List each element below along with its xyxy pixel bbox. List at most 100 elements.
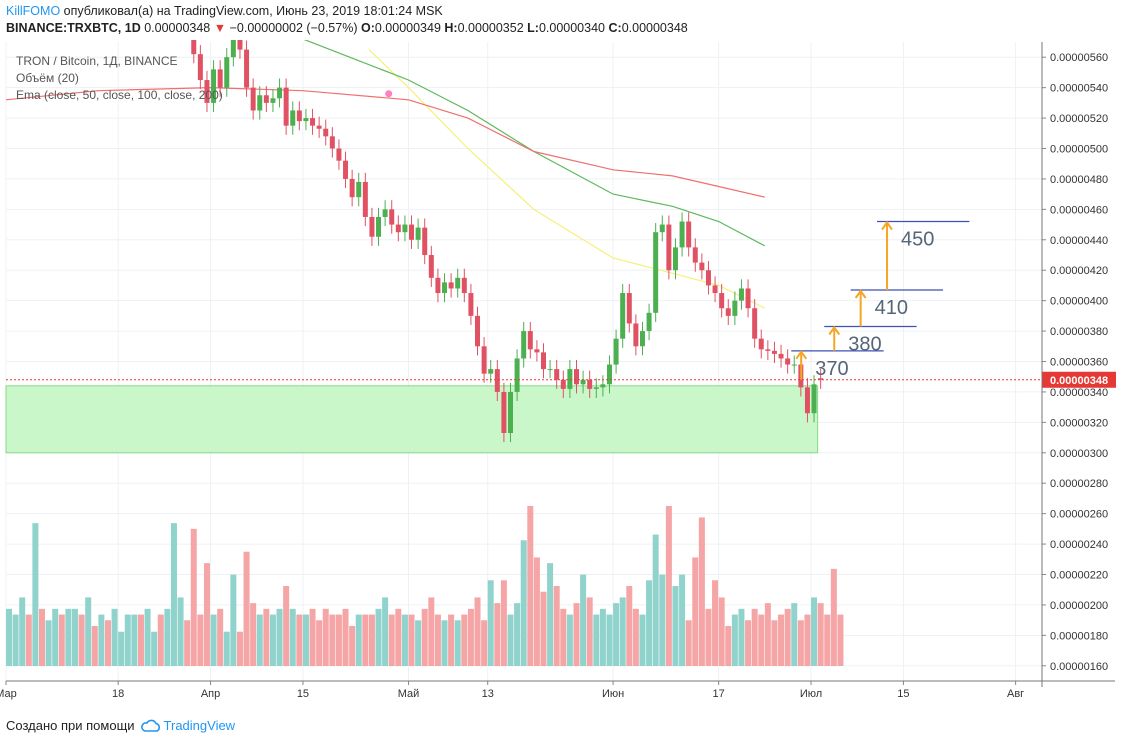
volume-bar (118, 631, 125, 666)
volume-bar (824, 614, 831, 666)
volume-bar (811, 597, 818, 666)
last-price: 0.00000348 (144, 21, 211, 35)
cloud-icon (140, 719, 160, 732)
candle-body (587, 379, 593, 389)
volume-bar (434, 614, 441, 666)
candle-body (501, 391, 507, 434)
volume-bar (151, 631, 158, 666)
volume-bar (791, 603, 798, 666)
volume-bar (58, 614, 65, 666)
volume-bar (421, 608, 428, 666)
author-link[interactable]: KillFOMO (6, 4, 61, 18)
volume-bar (210, 614, 217, 666)
volume-bar (573, 603, 580, 666)
candle-body (270, 98, 276, 103)
candle-body (705, 270, 711, 286)
volume-bar (368, 614, 375, 666)
volume-bar (659, 574, 666, 666)
volume-bar (355, 614, 362, 666)
candle-body (442, 282, 448, 294)
volume-bar (243, 551, 250, 666)
volume-bar (164, 608, 171, 666)
volume-bar (586, 597, 593, 666)
volume-bar (797, 620, 804, 666)
footer: Создано при помощи TradingView (6, 718, 235, 733)
close-value: 0.00000348 (621, 21, 688, 35)
candle-body (336, 148, 342, 161)
candle-body (369, 216, 375, 237)
volume-bar (566, 614, 573, 666)
volume-bar (593, 614, 600, 666)
price-tick-label: 0.00000200 (1050, 600, 1108, 612)
volume-bar (804, 614, 811, 666)
candle-body (323, 128, 329, 137)
volume-bar (388, 614, 395, 666)
volume-bar (606, 614, 613, 666)
candle-body (765, 349, 771, 351)
candle-body (712, 285, 718, 294)
candle-body (785, 358, 791, 365)
candle-body (389, 209, 395, 225)
candle-body (745, 288, 751, 309)
candle-body (554, 369, 560, 380)
price-tick-label: 0.00000280 (1050, 478, 1108, 490)
volume-bar (685, 620, 692, 666)
volume-bar (758, 614, 765, 666)
volume-bar (448, 614, 455, 666)
candle-body (316, 125, 322, 129)
candle-body (659, 224, 665, 233)
candle-body (283, 87, 289, 126)
volume-bar (6, 608, 12, 666)
candle-body (343, 160, 349, 179)
candle-body (409, 224, 415, 240)
target-label: 380 (848, 334, 881, 356)
volume-bar (296, 614, 303, 666)
candle-body (382, 209, 388, 217)
low-value: 0.00000340 (538, 21, 605, 35)
candle-body (521, 331, 527, 359)
candle-body (593, 387, 599, 389)
volume-bar (613, 603, 620, 666)
candle-body (540, 352, 546, 370)
volume-bar (349, 626, 356, 666)
candle-body (804, 387, 810, 414)
candle-body (633, 323, 639, 347)
volume-bar (401, 614, 408, 666)
candle-body (613, 338, 619, 365)
candle-body (224, 57, 230, 88)
volume-bar (322, 608, 329, 666)
price-tick-label: 0.00000360 (1050, 357, 1108, 369)
volume-bar (190, 528, 197, 666)
volume-bar (507, 614, 514, 666)
volume-bar (731, 614, 738, 666)
tradingview-logo[interactable]: TradingView (140, 718, 235, 733)
volume-bar (197, 614, 204, 666)
legend-volume: Объём (20) (16, 71, 79, 85)
candle-body (250, 87, 256, 111)
candle-body (738, 288, 744, 301)
candle-body (402, 224, 408, 233)
volume-bar (32, 523, 39, 666)
ema-100-line (303, 40, 766, 247)
price-tick-label: 0.00000160 (1050, 661, 1108, 673)
volume-bar (481, 620, 488, 666)
volume-bar (745, 620, 752, 666)
volume-bar (104, 620, 111, 666)
volume-bar (25, 614, 32, 666)
price-tick-label: 0.00000500 (1050, 144, 1108, 156)
volume-bar (500, 580, 507, 666)
support-zone (5, 385, 819, 454)
time-tick-label: Мар (0, 688, 17, 700)
volume-bar (454, 620, 461, 666)
candle-body (666, 224, 672, 271)
candle-body (514, 358, 520, 392)
time-tick-label: 17 (713, 688, 725, 700)
candle-body (732, 300, 738, 316)
volume-bar (362, 614, 369, 666)
volume-bar (236, 631, 243, 666)
open-value: 0.00000349 (374, 21, 441, 35)
candle-body (217, 69, 223, 88)
published-text: опубликовал(а) на TradingView.com, Июнь … (63, 4, 443, 18)
candle-body (376, 216, 382, 237)
